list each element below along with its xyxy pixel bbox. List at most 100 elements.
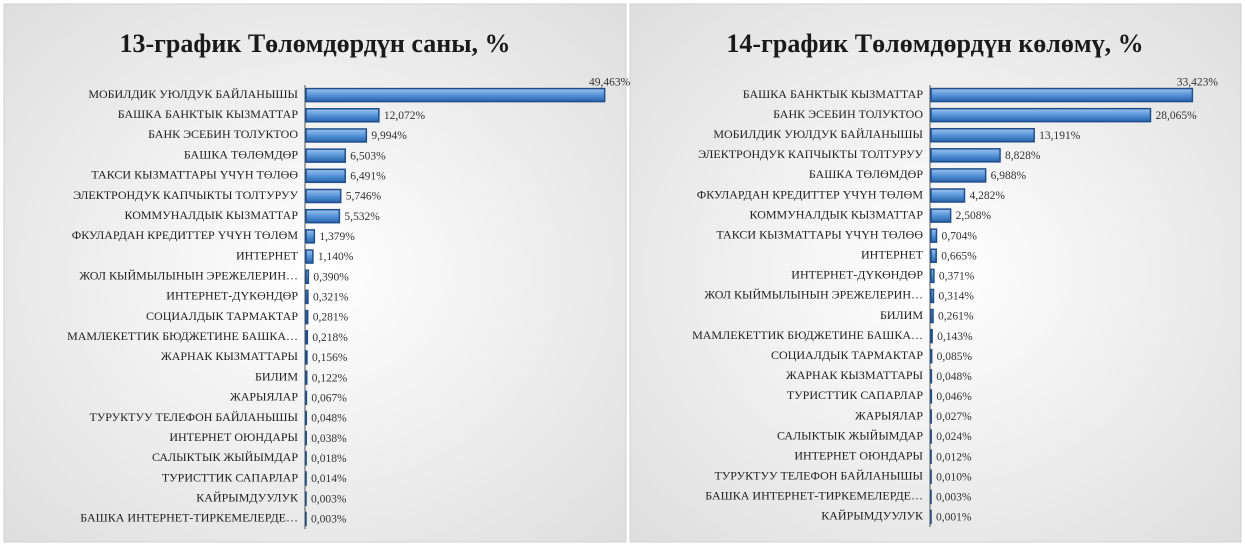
bar (930, 208, 952, 223)
bar (305, 229, 316, 244)
category-label: МАМЛЕКЕТТИК БЮДЖЕТИНЕ БАШКА… (67, 329, 298, 343)
value-label: 0,704% (942, 230, 978, 242)
category-label: ЖОЛ КЫЙМЫЛЫНЫН ЭРЕЖЕЛЕРИН… (79, 268, 298, 282)
value-label: 0,314% (938, 291, 974, 303)
category-label: СОЦИАЛДЫК ТАРМАКТАР (146, 309, 298, 323)
category-label: БАНК ЭСЕБИН ТОЛУКТОО (773, 107, 923, 121)
bar (305, 289, 309, 305)
value-label: 0,018% (311, 453, 347, 465)
category-label: МОБИЛДИК УЮЛДУК БАЙЛАНЫШЫ (88, 87, 298, 101)
category-label: ИНТЕРНЕТ ОЮНДАРЫ (794, 448, 923, 462)
value-label: 6,988% (991, 170, 1027, 182)
value-label: 2,508% (956, 210, 992, 222)
value-label: 5,746% (346, 191, 382, 203)
category-label: ЭЛЕКТРОНДУК КАПЧЫКТЫ ТОЛТУРУУ (698, 147, 923, 161)
value-label: 0,156% (312, 352, 348, 364)
category-label: ЖАРНАК КЫЗМАТТАРЫ (786, 368, 924, 382)
category-label: ИНТЕРНЕТ-ДҮКӨНДӨР (791, 268, 923, 282)
category-label: ЖАРНАК КЫЗМАТТАРЫ (161, 349, 299, 363)
category-label: БАШКА ТӨЛӨМДӨР (809, 167, 923, 181)
category-label: ИНТЕРНЕТ-ДҮКӨНДӨР (166, 289, 298, 303)
category-label: ТАКСИ КЫЗМАТТАРЫ ҮЧҮН ТӨЛӨӨ (716, 227, 923, 241)
value-label: 0,046% (936, 391, 972, 403)
category-label: ФКУЛАРДАН КРЕДИТТЕР ҮЧҮН ТӨЛӨМ (697, 187, 924, 201)
value-label: 0,003% (936, 492, 972, 504)
value-label: 8,828% (1005, 150, 1041, 162)
value-label: 0,665% (941, 250, 977, 262)
bar (930, 188, 966, 203)
category-label: КОММУНАЛДЫК КЫЗМАТТАР (750, 207, 924, 221)
bar (305, 249, 314, 264)
bar (930, 328, 933, 344)
category-label: ФКУЛАРДАН КРЕДИТТЕР ҮЧҮН ТӨЛӨМ (72, 228, 299, 242)
bar (305, 108, 380, 123)
bar (305, 309, 309, 325)
value-label: 0,085% (937, 351, 973, 363)
value-label: 0,371% (939, 271, 975, 283)
value-label: 49,463% (589, 77, 631, 89)
bar (930, 268, 935, 284)
category-label: ИНТЕРНЕТ (236, 248, 299, 262)
value-label: 6,491% (350, 170, 386, 182)
category-label: САЛЫКТЫК ЖЫЙЫМДАР (152, 450, 298, 464)
value-label: 0,048% (311, 413, 347, 425)
bar (930, 228, 938, 243)
category-label: ИНТЕРНЕТ ОЮНДАРЫ (169, 430, 298, 444)
bar (305, 148, 347, 163)
bar (930, 348, 933, 364)
value-label: 0,010% (936, 471, 972, 483)
category-label: ЖАРЫЯЛАР (230, 390, 298, 404)
category-label: БАШКА БАНКТЫК КЫЗМАТТАР (743, 87, 924, 101)
value-label: 0,027% (936, 411, 972, 423)
category-label: КАЙРЫМДУУЛУК (821, 509, 924, 523)
category-label: КОММУНАЛДЫК КЫЗМАТТАР (125, 208, 299, 222)
value-label: 0,390% (313, 271, 349, 283)
value-label: 1,379% (319, 231, 355, 243)
value-label: 0,122% (312, 372, 348, 384)
category-label: БАШКА ИНТЕРНЕТ-ТИРКЕМЕЛЕРДЕ… (80, 511, 298, 525)
category-label: БИЛИМ (255, 369, 298, 383)
value-label: 6,503% (350, 150, 386, 162)
category-label: ЖОЛ КЫЙМЫЛЫНЫН ЭРЕЖЕЛЕРИН… (704, 288, 923, 302)
value-label: 0,003% (311, 514, 347, 526)
value-label: 0,067% (311, 392, 347, 404)
chart-title: 13-график Төлөмдөрдүн саны, % (119, 29, 510, 58)
chart-title: 14-график Төлөмдөрдүн көлөмү, % (726, 29, 1143, 58)
category-label: ЭЛЕКТРОНДУК КАПЧЫКТЫ ТОЛТУРУУ (73, 188, 298, 202)
bar (930, 87, 1194, 103)
value-label: 0,261% (938, 311, 974, 323)
bar (305, 208, 341, 224)
category-label: ТАКСИ КЫЗМАТТАРЫ ҮЧҮН ТӨЛӨӨ (91, 168, 298, 182)
bar (930, 288, 935, 304)
value-label: 0,001% (936, 512, 972, 524)
category-label: БИЛИМ (880, 308, 923, 322)
bar (305, 269, 310, 284)
bar (930, 148, 1001, 163)
value-label: 0,003% (311, 493, 347, 505)
bar (305, 330, 309, 345)
bar (930, 248, 937, 264)
value-label: 0,143% (937, 331, 973, 343)
value-label: 0,024% (936, 431, 972, 443)
bar (305, 350, 308, 365)
value-label: 12,072% (384, 110, 426, 122)
category-label: БАШКА ИНТЕРНЕТ-ТИРКЕМЕЛЕРДЕ… (705, 489, 923, 503)
value-label: 0,048% (936, 371, 972, 383)
category-label: ТУРИСТТИК САПАРЛАР (162, 470, 298, 484)
category-label: БАНК ЭСЕБИН ТОЛУКТОО (148, 127, 298, 141)
category-label: ИНТЕРНЕТ (861, 248, 924, 262)
value-label: 0,321% (313, 292, 349, 304)
value-label: 1,140% (318, 251, 354, 263)
category-label: КАЙРЫМДУУЛУК (196, 490, 299, 504)
value-label: 28,065% (1155, 110, 1197, 122)
bar (305, 128, 368, 143)
bar (305, 87, 606, 103)
category-label: ЖАРЫЯЛАР (855, 408, 923, 422)
category-label: ТУРИСТТИК САПАРЛАР (787, 388, 923, 402)
value-label: 0,012% (936, 451, 972, 463)
value-label: 13,191% (1039, 130, 1081, 142)
value-label: 0,281% (313, 312, 349, 324)
bar (305, 168, 346, 184)
category-label: ТУРУКТУУ ТЕЛЕФОН БАЙЛАНЫШЫ (89, 410, 298, 424)
value-label: 0,014% (311, 473, 347, 485)
